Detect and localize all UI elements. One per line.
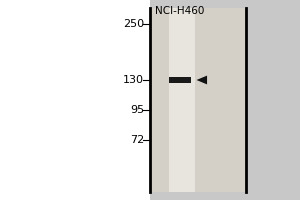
Bar — [169, 8, 195, 192]
Bar — [150, 0, 300, 200]
Text: NCI-H460: NCI-H460 — [155, 6, 205, 16]
Text: 250: 250 — [123, 19, 144, 29]
Text: 95: 95 — [130, 105, 144, 115]
Bar — [169, 77, 190, 83]
Text: 72: 72 — [130, 135, 144, 145]
Bar — [150, 8, 246, 192]
Text: 130: 130 — [123, 75, 144, 85]
Bar — [0, 0, 150, 200]
Polygon shape — [196, 76, 207, 84]
